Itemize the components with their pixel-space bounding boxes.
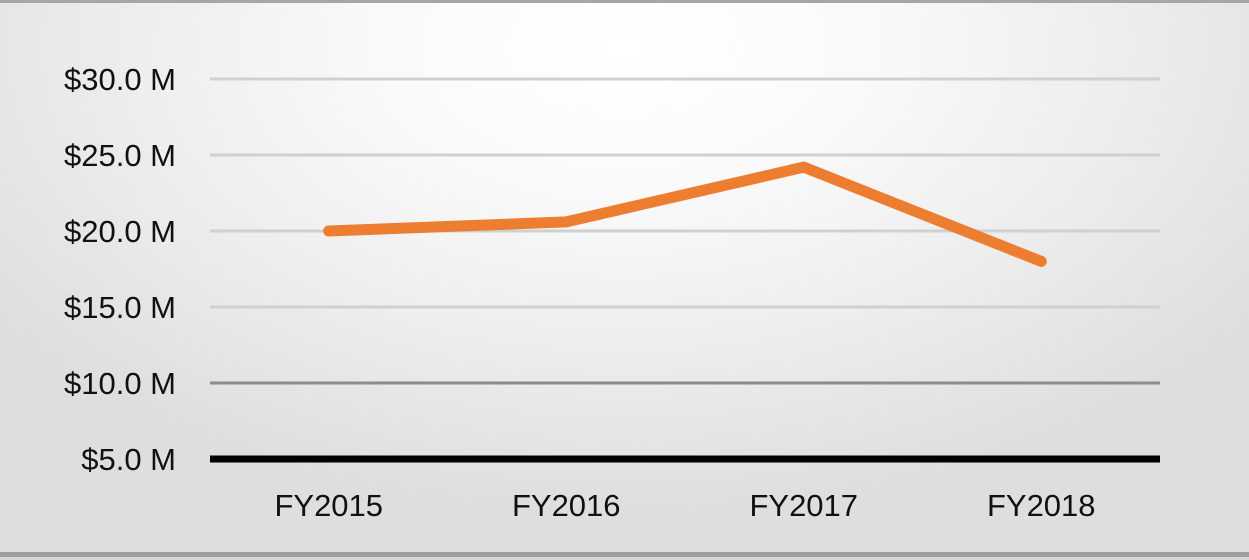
y-tick-label: $25.0 M: [64, 138, 176, 173]
y-tick-label: $10.0 M: [64, 366, 176, 401]
y-tick-label: $20.0 M: [64, 214, 176, 249]
line-chart: $5.0 M $10.0 M $15.0 M $20.0 M $25.0 M $30.0 …: [64, 62, 1160, 523]
data-point: [1035, 255, 1047, 267]
x-tick-label: FY2018: [987, 488, 1096, 523]
data-point: [560, 216, 572, 228]
series-layer: [323, 161, 1047, 267]
y-axis-tick-labels: $5.0 M $10.0 M $15.0 M $20.0 M $25.0 M $30.0 …: [64, 62, 176, 477]
series-line: [323, 161, 1047, 267]
y-tick-label: $30.0 M: [64, 62, 176, 97]
data-point: [323, 225, 335, 237]
x-tick-label: FY2017: [749, 488, 858, 523]
data-point: [798, 161, 810, 173]
y-tick-label: $5.0 M: [81, 442, 176, 477]
x-axis-tick-labels: FY2015 FY2016 FY2017 FY2018: [274, 488, 1095, 523]
y-tick-label: $15.0 M: [64, 290, 176, 325]
gridlines: [210, 77, 1160, 463]
x-tick-label: FY2015: [274, 488, 383, 523]
x-tick-label: FY2016: [512, 488, 621, 523]
